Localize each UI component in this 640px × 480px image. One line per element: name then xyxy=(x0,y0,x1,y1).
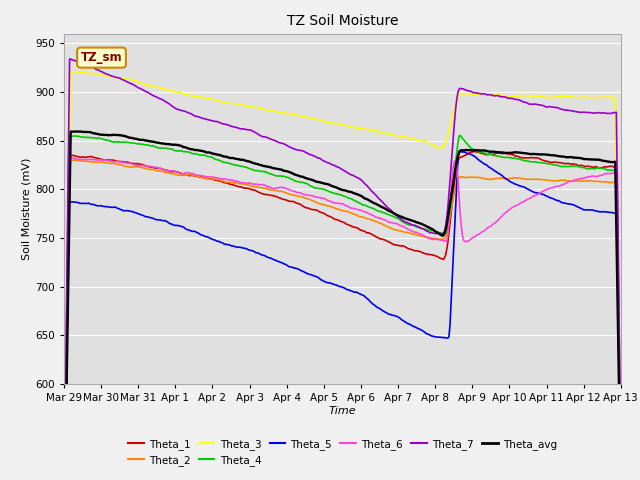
Legend: Theta_1, Theta_2, Theta_3, Theta_4, Theta_5, Theta_6, Theta_7, Theta_avg: Theta_1, Theta_2, Theta_3, Theta_4, Thet… xyxy=(124,435,561,470)
Text: TZ_sm: TZ_sm xyxy=(81,51,122,64)
X-axis label: Time: Time xyxy=(328,406,356,416)
Title: TZ Soil Moisture: TZ Soil Moisture xyxy=(287,14,398,28)
Y-axis label: Soil Moisture (mV): Soil Moisture (mV) xyxy=(21,157,31,260)
